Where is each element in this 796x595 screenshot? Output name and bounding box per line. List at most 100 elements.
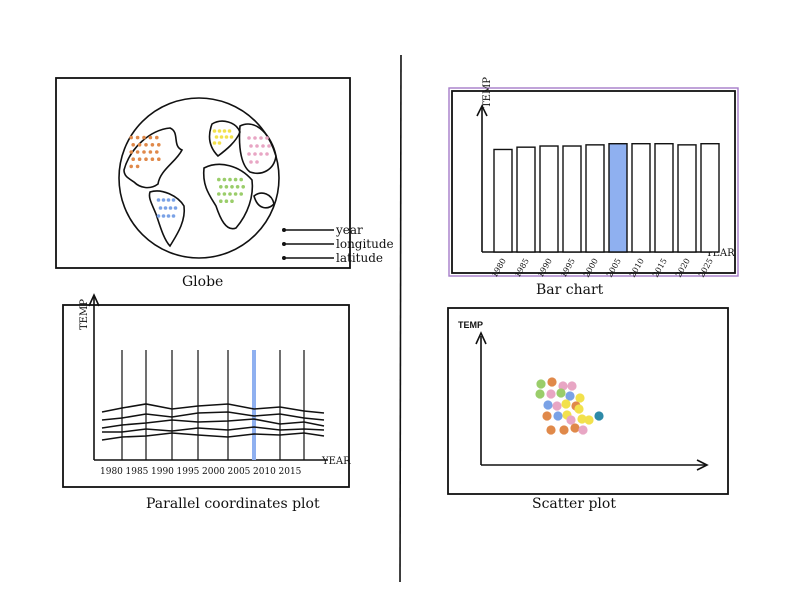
globe-dot (168, 206, 173, 210)
globe-dot (219, 185, 223, 189)
parallel-frame (62, 304, 350, 488)
globe-dot (142, 135, 146, 140)
globe-dot (255, 144, 259, 148)
scatter-point (546, 389, 556, 399)
scatter-point (578, 425, 588, 435)
globe-dot (222, 177, 227, 182)
globe-dot (157, 157, 161, 161)
globe-dot (227, 129, 232, 133)
globe-dot (157, 143, 161, 147)
legend-year-label: year (335, 223, 363, 237)
scatter-point (536, 379, 546, 389)
globe-dot (241, 185, 245, 189)
globe-dot (265, 152, 269, 156)
scatter-point (577, 414, 587, 424)
globe-dot (148, 135, 153, 140)
globe-dot (217, 129, 222, 133)
pc-tick-label: 2005 (228, 467, 251, 477)
globe-dot (239, 177, 243, 182)
globe-dot (129, 164, 133, 169)
globe-dot (137, 143, 142, 147)
scatter-point (552, 401, 562, 411)
australia-outline (253, 192, 275, 209)
globe-dot (158, 206, 163, 210)
bar-marks (493, 143, 720, 253)
globe-data-dots (129, 129, 271, 218)
south-america-outline (148, 190, 186, 248)
pc-line (101, 403, 325, 414)
globe-dot (249, 160, 253, 164)
parallel-polylines (101, 403, 325, 441)
bar-2020 (677, 144, 697, 253)
scatter-point (542, 411, 552, 421)
globe-dot (214, 135, 219, 139)
globe-dot (239, 192, 243, 196)
pc-line (101, 432, 325, 441)
globe-caption: Globe (182, 274, 223, 290)
globe-dot (129, 135, 133, 140)
globe-dot (230, 199, 234, 203)
globe-dot (229, 135, 234, 139)
bar-chart-panel: TEMP YEAR 1980 1985 1990 1995 2000 2005 2010 20… (448, 77, 739, 298)
pc-tick-label: 2000 (202, 467, 225, 477)
globe-dot (259, 136, 263, 140)
globe-dot (142, 150, 146, 154)
parallel-y-label: TEMP (79, 299, 90, 330)
scatter-point (547, 377, 557, 387)
globe-dot (249, 144, 253, 148)
globe-dot (259, 152, 263, 156)
globe-dot (217, 177, 221, 182)
globe-dot (222, 192, 227, 196)
pc-tick-label: 1995 (177, 467, 200, 477)
globe-dot (219, 135, 224, 139)
globe-dot (253, 152, 257, 156)
bar-1995 (562, 145, 582, 253)
scatter-point (559, 425, 569, 435)
globe-dot (228, 177, 232, 182)
bar-y-label: TEMP (482, 77, 493, 108)
globe-dot (219, 199, 223, 203)
globe-dot (135, 164, 140, 169)
bar-1980 (493, 148, 513, 253)
bar-2005 (608, 143, 628, 253)
scatter-y-label: TEMP (458, 320, 483, 330)
globe-dot (163, 206, 168, 210)
bar-2010 (631, 143, 651, 253)
bar-chart-caption: Bar chart (536, 282, 604, 298)
scatter-point (546, 425, 556, 435)
scatter-caption: Scatter plot (532, 496, 616, 512)
globe-dot (131, 157, 135, 161)
scatter-point (553, 411, 563, 421)
globe-sphere (118, 97, 280, 259)
globe-dot (212, 129, 217, 133)
globe-dot (150, 143, 155, 147)
globe-dot (144, 143, 148, 147)
globe-dot (267, 144, 271, 148)
scatter-point (574, 404, 584, 414)
globe-dot (217, 141, 222, 145)
center-divider (399, 54, 402, 583)
scatter-point (565, 391, 575, 401)
africa-outline (202, 163, 254, 230)
globe-dot (137, 157, 142, 161)
bar-y-arrow (476, 104, 488, 117)
scatter-panel: TEMP Scatter plot (447, 307, 729, 512)
bar-1985 (516, 146, 536, 253)
parallel-panel: TEMP YEAR 1980 1985 1990 1995 2000 2005 2010 20… (62, 293, 351, 512)
globe-dot (161, 198, 166, 202)
scatter-points (535, 377, 604, 435)
parallel-y-arrow (88, 293, 100, 307)
globe-panel: year longitude latitude Globe (55, 77, 394, 290)
legend-marker-year (282, 228, 286, 232)
bar-x-label: YEAR (705, 248, 735, 259)
legend-latitude-label: latitude (336, 251, 383, 265)
europe-outline (208, 120, 241, 158)
globe-dot (265, 136, 269, 140)
scatter-point (558, 381, 568, 391)
parallel-caption: Parallel coordinates plot (146, 496, 320, 512)
globe-dot (135, 135, 140, 140)
scatter-point (584, 415, 594, 425)
globe-dot (224, 185, 229, 189)
globe-dot (212, 141, 217, 145)
